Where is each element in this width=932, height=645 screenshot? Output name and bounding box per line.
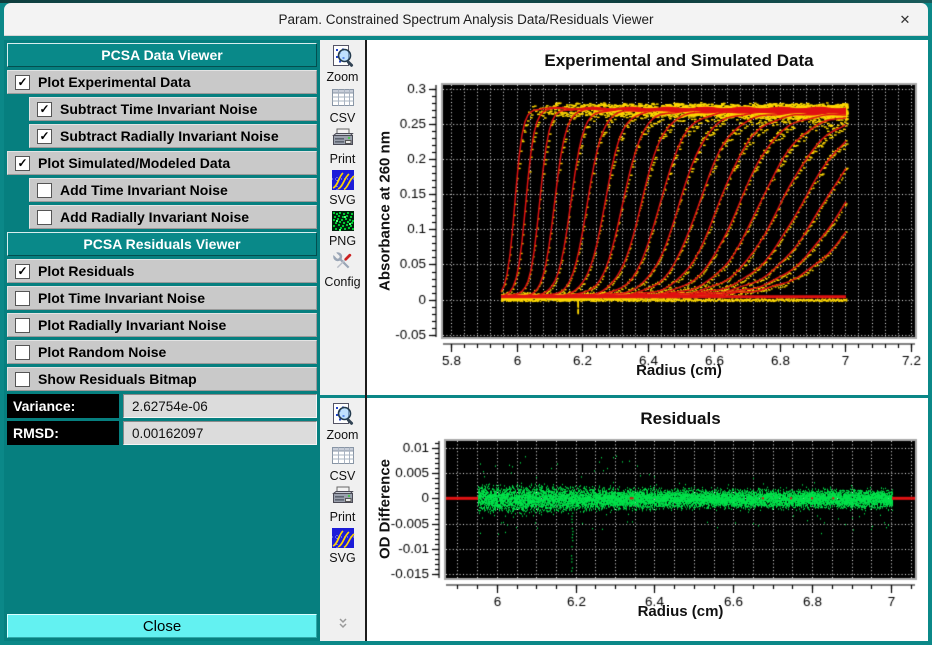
checkbox-label: Add Radially Invariant Noise: [60, 209, 249, 225]
toolbar-bottom-plot: Zoom CSV Print SVG: [320, 398, 365, 641]
main-plot-title: Experimental and Simulated Data: [443, 51, 915, 71]
toolbar-button-zoom[interactable]: Zoom: [320, 402, 365, 443]
sidebar-spacer: [7, 448, 317, 611]
section-header-pcsa-data-viewer: PCSA Data Viewer: [7, 43, 317, 67]
rmsd-value: 0.00162097: [123, 421, 317, 445]
checkbox-add-radially-invariant-noise[interactable]: [37, 210, 52, 225]
checkbox-label: Subtract Time Invariant Noise: [60, 101, 257, 117]
checkbox-row-subtract-radially-invariant-noise[interactable]: ✓ Subtract Radially Invariant Noise: [29, 124, 317, 148]
svg-plot-thumbnail-icon: [330, 167, 356, 193]
sidebar-sections: PCSA Data Viewer✓Plot Experimental Data✓…: [7, 43, 317, 391]
main-plot-panel: Experimental and Simulated Data Absorban…: [367, 40, 928, 395]
app-window: Param. Constrained Spectrum Analysis Dat…: [0, 0, 932, 645]
checkbox-row-subtract-time-invariant-noise[interactable]: ✓ Subtract Time Invariant Noise: [29, 97, 317, 121]
printer-icon: [330, 126, 356, 152]
printer-icon: [330, 484, 356, 510]
checkbox-label: Plot Simulated/Modeled Data: [38, 155, 230, 171]
checkbox-label: Add Time Invariant Noise: [60, 182, 228, 198]
window-content: PCSA Data Viewer✓Plot Experimental Data✓…: [4, 36, 928, 641]
variance-label: Variance:: [7, 394, 119, 418]
checkbox-plot-experimental-data[interactable]: ✓: [15, 75, 30, 90]
checkbox-row-plot-random-noise[interactable]: Plot Random Noise: [7, 340, 317, 364]
checkbox-subtract-time-invariant-noise[interactable]: ✓: [37, 102, 52, 117]
toolbar-button-csv[interactable]: CSV: [320, 443, 365, 484]
toolbar-button-svg[interactable]: SVG: [320, 167, 365, 208]
toolbar-button-config[interactable]: Config: [320, 249, 365, 290]
toolbar-button-print[interactable]: Print: [320, 484, 365, 525]
toolbar-button-svg[interactable]: SVG: [320, 525, 365, 566]
checkbox-label: Plot Random Noise: [38, 344, 166, 360]
window-close-icon[interactable]: ✕: [896, 11, 914, 29]
residuals-plot-ylabel: OD Difference: [377, 459, 394, 559]
toolbar-button-label: Zoom: [327, 428, 359, 442]
checkbox-row-show-residuals-bitmap[interactable]: Show Residuals Bitmap: [7, 367, 317, 391]
residuals-plot-title: Residuals: [446, 409, 915, 429]
toolbar-button-label: Print: [330, 510, 356, 524]
checkbox-label: Plot Time Invariant Noise: [38, 290, 205, 306]
main-plot-ylabel: Absorbance at 260 nm: [377, 131, 394, 291]
sidebar: PCSA Data Viewer✓Plot Experimental Data✓…: [4, 40, 320, 641]
toolbar-button-print[interactable]: Print: [320, 126, 365, 167]
checkbox-subtract-radially-invariant-noise[interactable]: ✓: [37, 129, 52, 144]
checkbox-plot-residuals[interactable]: ✓: [15, 264, 30, 279]
residuals-plot-xlabel: Radius (cm): [446, 603, 915, 620]
checkbox-row-plot-residuals[interactable]: ✓ Plot Residuals: [7, 259, 317, 283]
checkbox-row-plot-radially-invariant-noise[interactable]: Plot Radially Invariant Noise: [7, 313, 317, 337]
window-title: Param. Constrained Spectrum Analysis Dat…: [279, 12, 654, 27]
checkbox-label: Subtract Radially Invariant Noise: [60, 128, 279, 144]
close-button[interactable]: Close: [7, 614, 317, 638]
toolbar-button-label: PNG: [329, 234, 356, 248]
toolbar-button-png[interactable]: PNG: [320, 208, 365, 249]
checkbox-row-plot-simulated-modeled-data[interactable]: ✓ Plot Simulated/Modeled Data: [7, 151, 317, 175]
csv-table-icon: [330, 443, 356, 469]
checkbox-plot-simulated-modeled-data[interactable]: ✓: [15, 156, 30, 171]
checkbox-plot-radially-invariant-noise[interactable]: [15, 318, 30, 333]
checkbox-add-time-invariant-noise[interactable]: [37, 183, 52, 198]
checkbox-plot-time-invariant-noise[interactable]: [15, 291, 30, 306]
main-plot-canvas[interactable]: [367, 40, 928, 395]
titlebar[interactable]: Param. Constrained Spectrum Analysis Dat…: [4, 3, 928, 36]
residuals-plot-panel: Residuals OD Difference Radius (cm): [367, 398, 928, 641]
checkbox-plot-random-noise[interactable]: [15, 345, 30, 360]
checkbox-label: Plot Experimental Data: [38, 74, 191, 90]
toolbar-button-label: SVG: [329, 193, 355, 207]
section-header-pcsa-residuals-viewer: PCSA Residuals Viewer: [7, 232, 317, 256]
toolbar-button-label: SVG: [329, 551, 355, 565]
checkbox-show-residuals-bitmap[interactable]: [15, 372, 30, 387]
rmsd-label: RMSD:: [7, 421, 119, 445]
rmsd-row: RMSD: 0.00162097: [7, 421, 317, 445]
checkbox-row-plot-experimental-data[interactable]: ✓ Plot Experimental Data: [7, 70, 317, 94]
checkbox-row-add-time-invariant-noise[interactable]: Add Time Invariant Noise: [29, 178, 317, 202]
toolbar-button-csv[interactable]: CSV: [320, 85, 365, 126]
toolbar-button-label: Config: [324, 275, 360, 289]
checkbox-row-add-radially-invariant-noise[interactable]: Add Radially Invariant Noise: [29, 205, 317, 229]
toolbar-top-plot: Zoom CSV Print SVG PNG Config: [320, 40, 365, 395]
toolbar-button-label: CSV: [330, 111, 356, 125]
config-tools-icon: [330, 249, 356, 275]
variance-value: 2.62754e-06: [123, 394, 317, 418]
plot-toolbars: Zoom CSV Print SVG PNG Config Zoom CSV Print SVG: [320, 40, 367, 641]
svg-plot-thumbnail-icon: [330, 525, 356, 551]
checkbox-label: Show Residuals Bitmap: [38, 371, 197, 387]
zoom-magnifier-icon: [330, 402, 356, 428]
main-plot-xlabel: Radius (cm): [443, 362, 915, 379]
csv-table-icon: [330, 85, 356, 111]
checkbox-label: Plot Radially Invariant Noise: [38, 317, 226, 333]
checkbox-label: Plot Residuals: [38, 263, 134, 279]
chevrons-down-icon[interactable]: [337, 616, 349, 635]
toolbar-button-label: Zoom: [327, 70, 359, 84]
toolbar-button-label: CSV: [330, 469, 356, 483]
plot-area: Experimental and Simulated Data Absorban…: [367, 40, 928, 641]
variance-row: Variance: 2.62754e-06: [7, 394, 317, 418]
checkbox-row-plot-time-invariant-noise[interactable]: Plot Time Invariant Noise: [7, 286, 317, 310]
toolbar-button-zoom[interactable]: Zoom: [320, 44, 365, 85]
zoom-magnifier-icon: [330, 44, 356, 70]
png-bitmap-thumbnail-icon: [330, 208, 356, 234]
toolbar-button-label: Print: [330, 152, 356, 166]
